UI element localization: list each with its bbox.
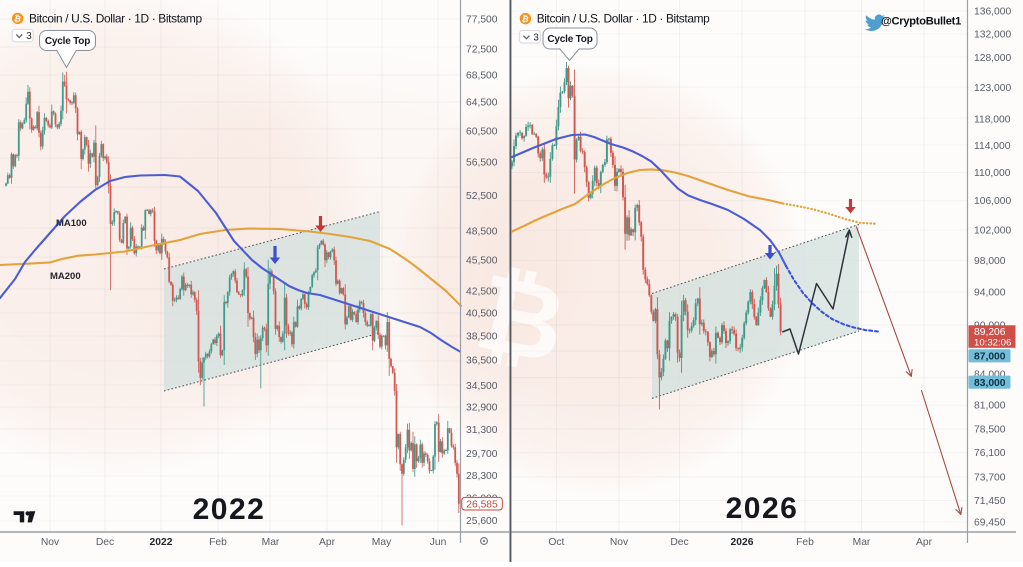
svg-text:Bitcoin / U.S. Dollar · 1D · B: Bitcoin / U.S. Dollar · 1D · Bitstamp [29, 11, 202, 25]
svg-text:56,500: 56,500 [466, 158, 498, 169]
svg-text:84,000: 84,000 [974, 370, 1006, 381]
svg-text:64,500: 64,500 [466, 98, 498, 109]
svg-text:Mar: Mar [262, 537, 280, 548]
svg-text:2026: 2026 [731, 537, 754, 548]
svg-text:MA200: MA200 [50, 271, 81, 282]
svg-text:Cycle Top: Cycle Top [547, 34, 592, 45]
svg-text:123,000: 123,000 [974, 83, 1011, 94]
svg-text:Apr: Apr [916, 537, 933, 548]
svg-text:Feb: Feb [209, 537, 227, 548]
svg-text:68,500: 68,500 [466, 70, 498, 81]
svg-text:34,500: 34,500 [466, 381, 498, 392]
svg-text:Nov: Nov [41, 537, 60, 548]
svg-text:77,500: 77,500 [466, 14, 498, 25]
svg-text:26,585: 26,585 [466, 499, 498, 510]
svg-text:114,000: 114,000 [974, 141, 1011, 152]
svg-text:42,500: 42,500 [466, 287, 498, 298]
svg-text:₿: ₿ [521, 13, 530, 24]
svg-text:Apr: Apr [319, 537, 336, 548]
svg-text:Mar: Mar [853, 537, 871, 548]
svg-text:76,100: 76,100 [974, 448, 1006, 459]
svg-text:May: May [372, 537, 392, 548]
svg-text:52,500: 52,500 [466, 191, 498, 202]
svg-text:10:32:06: 10:32:06 [974, 338, 1011, 349]
svg-text:98,000: 98,000 [974, 256, 1006, 267]
svg-text:38,500: 38,500 [466, 331, 498, 342]
svg-text:2022: 2022 [193, 493, 266, 526]
svg-text:110,000: 110,000 [974, 168, 1011, 179]
svg-text:36,500: 36,500 [466, 356, 498, 367]
svg-text:71,450: 71,450 [974, 496, 1006, 507]
svg-text:81,000: 81,000 [974, 401, 1006, 412]
svg-text:87,000: 87,000 [974, 351, 1006, 362]
svg-text:Oct: Oct [548, 537, 564, 548]
svg-text:Dec: Dec [670, 537, 688, 548]
svg-text:Cycle Top: Cycle Top [45, 36, 90, 47]
svg-text:3: 3 [26, 31, 32, 42]
svg-text:72,500: 72,500 [466, 45, 498, 56]
svg-text:25,600: 25,600 [466, 516, 498, 527]
svg-text:118,000: 118,000 [974, 115, 1011, 126]
svg-text:69,450: 69,450 [974, 518, 1006, 529]
svg-text:28,300: 28,300 [466, 471, 498, 482]
svg-text:2022: 2022 [150, 537, 173, 548]
svg-text:83,000: 83,000 [974, 378, 1006, 389]
svg-text:40,500: 40,500 [466, 308, 498, 319]
svg-text:32,900: 32,900 [466, 403, 498, 414]
svg-text:132,000: 132,000 [974, 29, 1011, 40]
svg-text:60,500: 60,500 [466, 127, 498, 138]
svg-text:94,000: 94,000 [974, 288, 1006, 299]
svg-text:MA100: MA100 [56, 218, 87, 229]
svg-text:2026: 2026 [726, 492, 799, 525]
svg-text:128,000: 128,000 [974, 53, 1011, 64]
svg-text:89,206: 89,206 [974, 327, 1006, 338]
svg-text:Nov: Nov [610, 537, 629, 548]
svg-text:Jun: Jun [430, 537, 447, 548]
svg-text:31,300: 31,300 [466, 425, 498, 436]
svg-text:Feb: Feb [796, 537, 814, 548]
svg-text:@CryptoBullet1: @CryptoBullet1 [881, 15, 961, 27]
svg-text:136,000: 136,000 [974, 7, 1011, 18]
svg-text:73,700: 73,700 [974, 472, 1006, 483]
svg-text:48,500: 48,500 [466, 227, 498, 238]
svg-text:Bitcoin / U.S. Dollar · 1D · B: Bitcoin / U.S. Dollar · 1D · Bitstamp [537, 12, 710, 26]
svg-text:106,000: 106,000 [974, 196, 1011, 207]
svg-text:102,000: 102,000 [974, 225, 1011, 236]
svg-text:78,500: 78,500 [974, 424, 1006, 435]
svg-text:₿: ₿ [13, 13, 22, 24]
svg-text:Dec: Dec [96, 537, 114, 548]
svg-text:3: 3 [533, 33, 539, 44]
svg-text:29,700: 29,700 [466, 449, 498, 460]
svg-text:45,500: 45,500 [466, 256, 498, 267]
